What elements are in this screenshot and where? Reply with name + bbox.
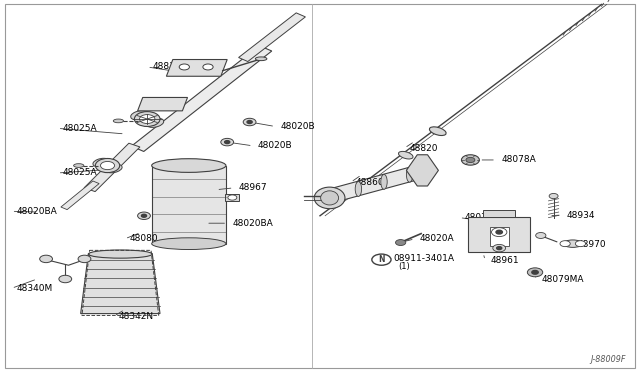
Bar bbox=[152, 166, 226, 244]
Ellipse shape bbox=[152, 159, 226, 172]
Circle shape bbox=[203, 64, 213, 70]
Ellipse shape bbox=[131, 111, 148, 120]
Text: 48934: 48934 bbox=[567, 211, 596, 219]
Circle shape bbox=[228, 195, 237, 200]
Text: J-88009F: J-88009F bbox=[591, 355, 626, 364]
Bar bbox=[490, 227, 509, 246]
Text: 48020B: 48020B bbox=[280, 122, 315, 131]
Text: 48020A: 48020A bbox=[420, 234, 454, 243]
Circle shape bbox=[575, 241, 586, 247]
Polygon shape bbox=[239, 13, 305, 61]
Circle shape bbox=[138, 212, 150, 219]
Text: 48342N: 48342N bbox=[119, 312, 154, 321]
Polygon shape bbox=[131, 46, 272, 151]
Bar bbox=[225, 194, 239, 201]
Text: 48025A: 48025A bbox=[63, 124, 97, 133]
Circle shape bbox=[492, 228, 507, 237]
Text: 48078A: 48078A bbox=[501, 155, 536, 164]
Circle shape bbox=[461, 155, 479, 165]
Text: 48025A: 48025A bbox=[63, 169, 97, 177]
Circle shape bbox=[549, 193, 558, 199]
Ellipse shape bbox=[95, 158, 120, 173]
Ellipse shape bbox=[381, 174, 387, 189]
Bar bbox=[468, 217, 530, 252]
Ellipse shape bbox=[314, 187, 345, 209]
Circle shape bbox=[493, 244, 506, 252]
Text: 48961: 48961 bbox=[490, 256, 519, 265]
Text: 48080: 48080 bbox=[130, 234, 159, 243]
Text: 48810: 48810 bbox=[152, 62, 181, 71]
Ellipse shape bbox=[152, 238, 226, 250]
Circle shape bbox=[532, 270, 538, 274]
Ellipse shape bbox=[113, 119, 124, 123]
Ellipse shape bbox=[134, 112, 160, 126]
Text: 48079M: 48079M bbox=[465, 213, 501, 222]
Text: 48020B: 48020B bbox=[258, 141, 292, 150]
Ellipse shape bbox=[429, 127, 446, 135]
Circle shape bbox=[225, 141, 230, 144]
Polygon shape bbox=[406, 155, 438, 186]
Circle shape bbox=[496, 230, 502, 234]
Polygon shape bbox=[61, 181, 99, 209]
Ellipse shape bbox=[399, 151, 413, 159]
Text: 48340M: 48340M bbox=[17, 284, 53, 293]
Circle shape bbox=[78, 255, 91, 263]
Circle shape bbox=[536, 232, 546, 238]
Ellipse shape bbox=[563, 240, 582, 247]
Text: 48967: 48967 bbox=[239, 183, 268, 192]
Ellipse shape bbox=[355, 182, 362, 196]
Ellipse shape bbox=[106, 164, 122, 173]
Circle shape bbox=[527, 268, 543, 277]
Polygon shape bbox=[81, 254, 160, 314]
Polygon shape bbox=[84, 143, 140, 192]
Ellipse shape bbox=[88, 250, 152, 258]
Circle shape bbox=[141, 214, 147, 217]
Bar bbox=[483, 210, 515, 217]
Ellipse shape bbox=[406, 167, 413, 182]
Circle shape bbox=[396, 240, 406, 246]
Circle shape bbox=[243, 118, 256, 126]
Ellipse shape bbox=[146, 118, 164, 127]
Circle shape bbox=[221, 138, 234, 146]
Polygon shape bbox=[321, 165, 428, 203]
Ellipse shape bbox=[321, 191, 339, 205]
Circle shape bbox=[560, 241, 570, 247]
Text: 48079MA: 48079MA bbox=[541, 275, 584, 284]
Ellipse shape bbox=[93, 158, 109, 167]
Circle shape bbox=[179, 64, 189, 70]
Polygon shape bbox=[166, 60, 227, 76]
Circle shape bbox=[247, 121, 252, 124]
Circle shape bbox=[372, 254, 391, 265]
Polygon shape bbox=[138, 97, 188, 111]
Text: (1): (1) bbox=[398, 262, 410, 271]
Ellipse shape bbox=[255, 57, 267, 61]
Circle shape bbox=[59, 275, 72, 283]
Text: 48860: 48860 bbox=[356, 178, 385, 187]
Text: 48820: 48820 bbox=[410, 144, 438, 153]
Text: 48020BA: 48020BA bbox=[17, 207, 58, 216]
Text: 48970: 48970 bbox=[578, 240, 607, 249]
Text: N: N bbox=[378, 255, 385, 264]
Circle shape bbox=[466, 157, 475, 163]
Text: 08911-3401A: 08911-3401A bbox=[394, 254, 454, 263]
Text: 48020BA: 48020BA bbox=[232, 219, 273, 228]
Ellipse shape bbox=[100, 161, 115, 170]
Ellipse shape bbox=[140, 115, 155, 124]
Ellipse shape bbox=[74, 164, 84, 167]
Circle shape bbox=[497, 247, 502, 250]
Circle shape bbox=[40, 255, 52, 263]
